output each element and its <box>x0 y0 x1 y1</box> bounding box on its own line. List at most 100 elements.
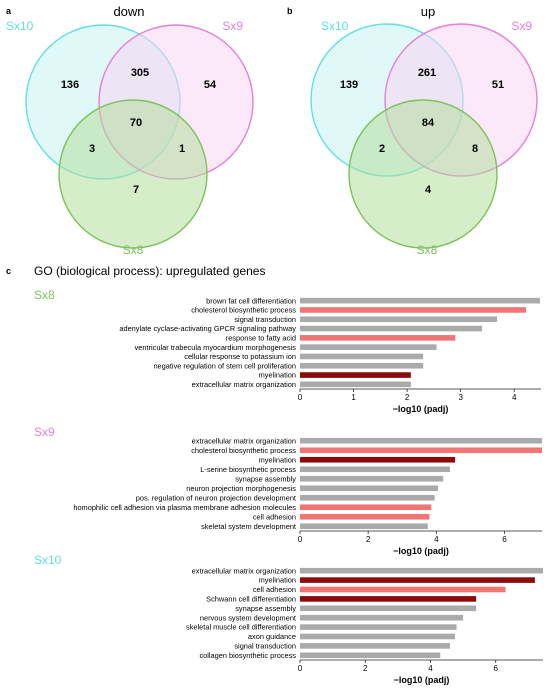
group-label-sx9: Sx9 <box>34 425 55 439</box>
x-tick-label-sx10: 6 <box>493 664 498 673</box>
bar-label-sx8: ventricular trabecula myocardium morphog… <box>135 343 297 352</box>
bar-sx8 <box>300 307 527 313</box>
bar-label-sx10: collagen biosynthetic process <box>199 651 296 660</box>
bar-sx9 <box>300 485 439 492</box>
bar-label-sx8: signal transduction <box>234 315 296 324</box>
bar-sx8 <box>300 344 437 350</box>
x-tick-label-sx8: 2 <box>405 393 410 402</box>
bar-sx9 <box>300 437 542 444</box>
group-label-sx8: Sx8 <box>34 288 55 302</box>
bar-sx9 <box>300 447 542 454</box>
bar-sx9 <box>300 466 450 473</box>
bar-sx8 <box>300 335 456 341</box>
bar-sx10 <box>300 633 455 640</box>
bar-label-sx9: myelination <box>259 455 296 464</box>
bar-sx9 <box>300 513 430 520</box>
panel-c-title: GO (biological process): upregulated gen… <box>34 264 265 278</box>
bar-label-sx10: cell adhesion <box>253 585 296 594</box>
x-tick-label-sx9: 6 <box>502 535 507 544</box>
panel-b-title: up <box>421 4 435 19</box>
venn-up-count-sx10-sx9: 261 <box>418 67 436 79</box>
venn-down-count-all: 70 <box>130 117 142 129</box>
bar-label-sx10: myelination <box>259 576 296 585</box>
bar-sx10 <box>300 652 441 659</box>
bar-chart-sx10: Sx10 extracellular matrix organizationmye… <box>34 553 543 685</box>
venn-down-count-sx9-only: 54 <box>204 79 217 91</box>
bar-label-sx10: axon guidance <box>248 632 296 641</box>
x-tick-label-sx10: 4 <box>428 664 433 673</box>
bar-sx10 <box>300 577 535 583</box>
bar-label-sx9: pos. regulation of neuron projection dev… <box>136 493 296 502</box>
bar-label-sx8: brown fat cell differentiation <box>206 296 296 305</box>
bar-sx8 <box>300 372 411 378</box>
bar-chart-sx8: Sx8 brown fat cell differentiationcholest… <box>34 288 541 414</box>
bar-sx10 <box>300 643 451 649</box>
x-tick-label-sx8: 3 <box>458 393 463 402</box>
bar-sx9 <box>300 456 456 463</box>
bar-label-sx8: adenylate cyclase-activating GPCR signal… <box>119 324 296 333</box>
x-tick-label-sx8: 1 <box>351 393 356 402</box>
venn-up-set-label-sx10: Sx10 <box>321 19 349 33</box>
venn-down-count-sx10-sx9: 305 <box>131 67 149 79</box>
venn-down-count-sx10-sx8: 3 <box>89 143 95 155</box>
venn-up-set-label-sx9: Sx9 <box>511 19 532 33</box>
bar-label-sx10: synapse assembly <box>235 604 296 613</box>
x-tick-label-sx10: 0 <box>298 664 303 673</box>
bar-sx10 <box>300 614 464 621</box>
x-axis-label-sx10: −log10 (padj) <box>394 675 450 685</box>
venn-down-set-label-sx8: Sx8 <box>123 243 144 257</box>
venn-up-count-sx9-only: 51 <box>492 79 504 91</box>
venn-down-count-sx10-only: 136 <box>61 79 79 91</box>
bar-label-sx10: nervous system development <box>200 613 296 622</box>
venn-up-count-sx8-only: 4 <box>425 184 432 196</box>
bar-sx9 <box>300 504 432 511</box>
x-tick-label-sx8: 0 <box>298 393 303 402</box>
panel-b-letter: b <box>287 6 293 16</box>
panel-a-letter: a <box>6 6 12 16</box>
venn-up-count-sx10-sx8: 2 <box>379 143 385 155</box>
x-tick-label-sx10: 2 <box>363 664 368 673</box>
venn-down-set-label-sx9: Sx9 <box>222 19 243 33</box>
x-tick-label-sx8: 4 <box>512 393 517 402</box>
bar-label-sx10: extracellular matrix organization <box>192 566 296 575</box>
bar-label-sx9: homophilic cell adhesion via plasma memb… <box>73 503 296 512</box>
bar-label-sx8: response to fatty acid <box>226 333 296 342</box>
venn-down-count-sx9-sx8: 1 <box>179 143 185 155</box>
bar-sx10 <box>300 586 506 593</box>
bar-label-sx10: signal transduction <box>234 642 296 651</box>
bar-chart-sx9: Sx9 extracellular matrix organizationchol… <box>34 425 542 556</box>
bar-label-sx8: myelination <box>259 371 296 380</box>
venn-up-count-all: 84 <box>422 117 435 129</box>
x-tick-label-sx9: 0 <box>298 535 303 544</box>
bar-label-sx9: cell adhesion <box>253 512 296 521</box>
bar-sx8 <box>300 362 424 369</box>
venn-up-count-sx9-sx8: 8 <box>472 143 478 155</box>
bar-label-sx8: extracellular matrix organization <box>192 380 296 389</box>
x-tick-label-sx9: 2 <box>366 535 371 544</box>
bar-sx8 <box>300 353 424 360</box>
bar-label-sx9: skeletal system development <box>201 522 296 531</box>
bar-label-sx9: neuron projection morphogenesis <box>186 484 296 493</box>
bar-sx10 <box>300 624 457 630</box>
bar-sx10 <box>300 605 477 612</box>
bar-label-sx9: L-serine biosynthetic process <box>200 465 296 474</box>
bar-label-sx9: cholesterol biosynthetic process <box>191 446 296 455</box>
bar-label-sx8: cellular response to potassium ion <box>184 352 296 361</box>
x-axis-label-sx8: −log10 (padj) <box>393 404 449 414</box>
panel-c-letter: c <box>6 266 11 276</box>
bar-sx8 <box>300 325 483 332</box>
group-label-sx10: Sx10 <box>34 553 62 567</box>
venn-up-set-label-sx8: Sx8 <box>417 243 438 257</box>
x-axis-label-sx9: −log10 (padj) <box>393 546 449 556</box>
bar-sx9 <box>300 475 444 482</box>
bar-sx8 <box>300 297 540 304</box>
venn-up-count-sx10-only: 139 <box>340 79 358 91</box>
bar-label-sx8: negative regulation of stem cell prolife… <box>153 361 296 370</box>
venn-down-count-sx8-only: 7 <box>133 184 139 196</box>
bar-sx8 <box>300 381 411 388</box>
panel-a-title: down <box>113 4 144 19</box>
bar-label-sx10: Schwann cell differentiation <box>206 595 296 604</box>
bar-label-sx10: skeletal muscle cell differentiation <box>186 623 296 632</box>
